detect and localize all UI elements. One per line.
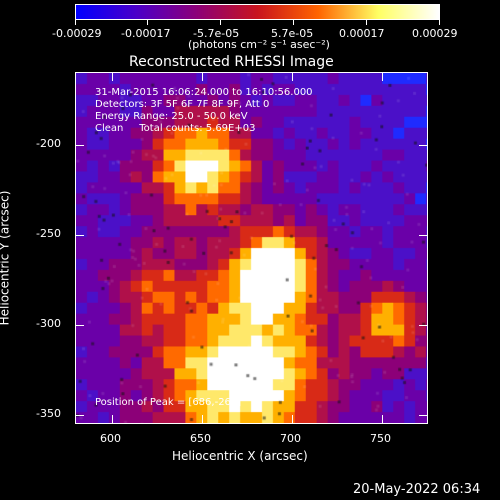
energy-range: Energy Range: 25.0 - 50.0 keV — [95, 111, 248, 122]
image-plot-area — [75, 72, 428, 424]
colorbar-label-1: -0.00029 — [52, 27, 102, 40]
colorbar-label-6: 0.00029 — [412, 27, 458, 40]
footer-date: 20-May-2022 06:34 — [353, 482, 481, 497]
colorbar-units: (photons cm⁻² s⁻¹ asec⁻²) — [188, 38, 330, 51]
plot-title: Reconstructed RHESSI Image — [129, 54, 334, 70]
x-axis-title: Heliocentric X (arcsec) — [172, 449, 308, 463]
x-tick-700: 700 — [280, 432, 301, 445]
peak-position: Position of Peak = [686,-262] — [95, 397, 242, 408]
y-tick--250: -250 — [36, 227, 61, 240]
y-tick--350: -350 — [36, 407, 61, 420]
colorbar-ticks — [75, 19, 440, 25]
y-tick--300: -300 — [36, 317, 61, 330]
colorbar-label-4: 5.7e-05 — [271, 27, 314, 40]
colorbar-label-3: -5.7e-05 — [193, 27, 240, 40]
colorbar-label-5: 0.00017 — [339, 27, 385, 40]
clean-total-counts: Clean Total counts: 5.69E+03 — [95, 123, 256, 134]
colorbar-label-2: -0.00017 — [121, 27, 171, 40]
y-axis-title: Heliocentric Y (arcsec) — [0, 190, 12, 326]
x-tick-650: 650 — [190, 432, 211, 445]
observation-time: 31-Mar-2015 16:06:24.000 to 16:10:56.000 — [95, 87, 313, 98]
solar-image-heatmap — [76, 73, 427, 423]
y-tick--200: -200 — [36, 137, 61, 150]
detectors-info: Detectors: 3F 5F 6F 7F 8F 9F, Att 0 — [95, 99, 270, 110]
colorbar — [75, 4, 440, 20]
x-tick-600: 600 — [100, 432, 121, 445]
x-tick-750: 750 — [370, 432, 391, 445]
observation-info: 31-Mar-2015 16:06:24.000 to 16:10:56.000… — [95, 87, 313, 135]
